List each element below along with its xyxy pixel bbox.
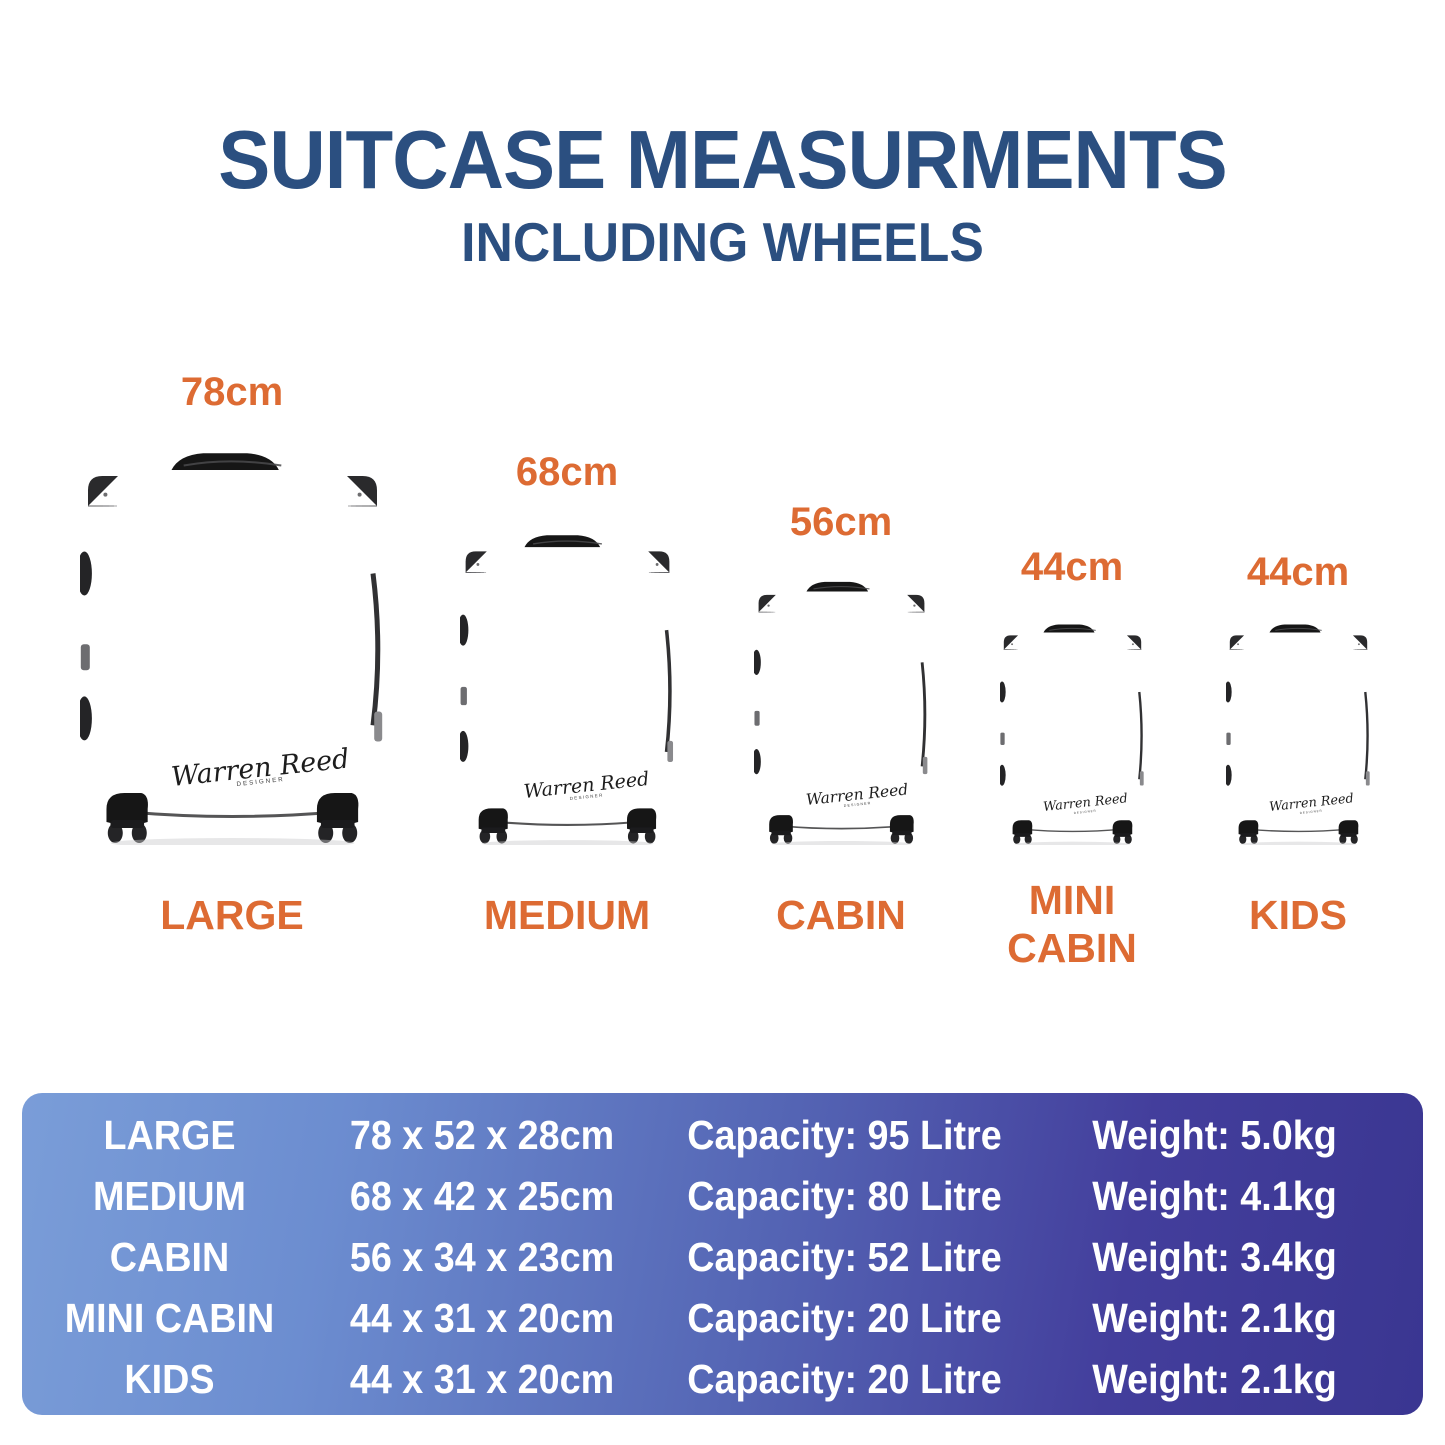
spec-cell-capacity: Capacity: 95 Litre xyxy=(687,1112,1002,1158)
spec-cell-name: LARGE xyxy=(103,1112,236,1158)
spec-cell-name: CABIN xyxy=(109,1234,230,1280)
spec-cell-dimensions: 68 x 42 x 25cm xyxy=(349,1173,615,1219)
spec-cell-weight: Weight: 2.1kg xyxy=(1092,1295,1337,1341)
spec-cell-dimensions: 44 x 31 x 20cm xyxy=(349,1356,615,1402)
header-block: SUITCASE MEASURMENTS INCLUDING WHEELS xyxy=(0,118,1445,270)
spec-cell-weight: Weight: 5.0kg xyxy=(1092,1112,1337,1158)
suitcase-illustration: Warren Reed DESIGNER xyxy=(1225,623,1371,845)
spec-cell-capacity: Capacity: 80 Litre xyxy=(687,1173,1002,1219)
spec-cell-name: MINI CABIN xyxy=(64,1295,275,1341)
page-title: SUITCASE MEASURMENTS xyxy=(218,113,1227,206)
suitcase-height-label: 56cm xyxy=(789,500,893,544)
suitcase-name-label: MINI CABIN xyxy=(1007,877,1137,971)
suitcase-item: 44cm Warren Reed DESIGNER KIDS xyxy=(1196,360,1401,1000)
table-row: CABIN 56 x 34 x 23cm Capacity: 52 Litre Wei… xyxy=(22,1233,1423,1282)
spec-cell-name: KIDS xyxy=(124,1356,215,1402)
suitcase-item: 78cm Warren Reed DESIGNER LARGE xyxy=(50,360,415,1000)
table-row: MINI CABIN 44 x 31 x 20cm Capacity: 20 Lit… xyxy=(22,1294,1423,1343)
suitcase-item: 56cm Warren Reed DESIGNER CABIN xyxy=(724,360,959,1000)
suitcase-height-label: 68cm xyxy=(515,450,619,494)
spec-cell-weight: Weight: 2.1kg xyxy=(1092,1356,1337,1402)
spec-cell-capacity: Capacity: 20 Litre xyxy=(687,1295,1002,1341)
table-row: KIDS 44 x 31 x 20cm Capacity: 20 Litre Weig… xyxy=(22,1355,1423,1404)
suitcase-name-label: KIDS xyxy=(1249,892,1347,938)
suitcase-item: 44cm Warren Reed DESIGNER MINI CABIN xyxy=(970,360,1175,1000)
spec-cell-dimensions: 78 x 52 x 28cm xyxy=(349,1112,615,1158)
spec-cell-weight: Weight: 3.4kg xyxy=(1092,1234,1337,1280)
suitcase-height-label: 44cm xyxy=(1246,550,1350,594)
spec-cell-capacity: Capacity: 20 Litre xyxy=(687,1356,1002,1402)
suitcase-height-label: 44cm xyxy=(1020,545,1124,589)
suitcase-name-label: CABIN xyxy=(776,892,906,938)
suitcase-lineup: 78cm Warren Reed DESIGNER LARGE 68cm Warren R… xyxy=(0,360,1445,1000)
spec-cell-capacity: Capacity: 52 Litre xyxy=(687,1234,1002,1280)
suitcase-illustration: Warren Reed DESIGNER xyxy=(79,450,385,845)
suitcase-name-label: LARGE xyxy=(160,892,304,938)
suitcase-illustration: Warren Reed DESIGNER xyxy=(999,623,1145,845)
table-row: LARGE 78 x 52 x 28cm Capacity: 95 Litre Wei… xyxy=(22,1111,1423,1160)
spec-cell-name: MEDIUM xyxy=(93,1173,246,1219)
spec-cell-weight: Weight: 4.1kg xyxy=(1092,1173,1337,1219)
suitcase-illustration: Warren Reed DESIGNER xyxy=(753,580,929,845)
spec-cell-dimensions: 44 x 31 x 20cm xyxy=(349,1295,615,1341)
suitcase-item: 68cm Warren Reed DESIGNER MEDIUM xyxy=(430,360,705,1000)
suitcase-height-label: 78cm xyxy=(180,370,284,414)
spec-table-panel: LARGE 78 x 52 x 28cm Capacity: 95 Litre Wei… xyxy=(22,1093,1423,1415)
suitcase-illustration: Warren Reed DESIGNER xyxy=(459,533,675,845)
table-row: MEDIUM 68 x 42 x 25cm Capacity: 80 Litre We… xyxy=(22,1172,1423,1221)
suitcase-name-label: MEDIUM xyxy=(483,892,651,938)
spec-cell-dimensions: 56 x 34 x 23cm xyxy=(349,1234,615,1280)
page-subtitle: INCLUDING WHEELS xyxy=(461,211,984,273)
